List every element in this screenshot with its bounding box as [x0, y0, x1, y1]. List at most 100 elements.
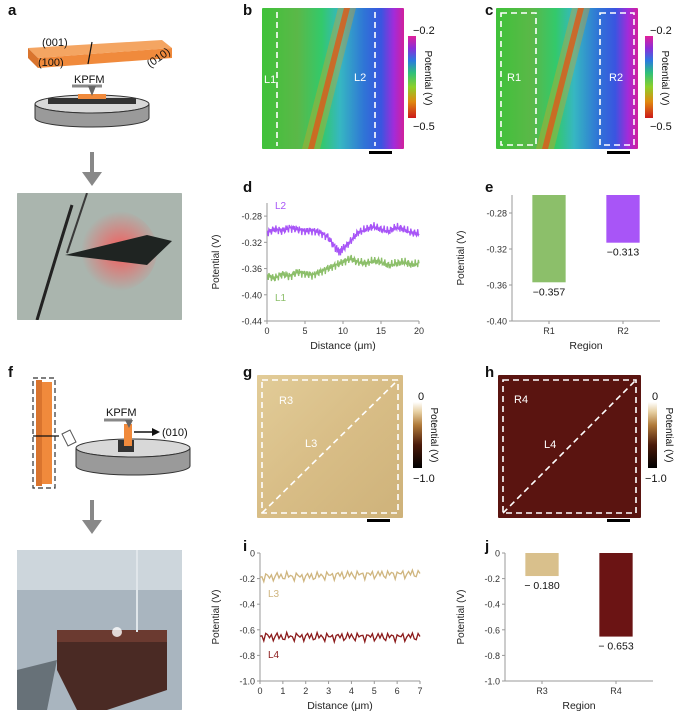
- x-tick-label: R3: [536, 686, 548, 696]
- y-tick-label: -0.44: [241, 317, 262, 327]
- bar-value-label-r1: −0.357: [533, 286, 566, 298]
- y-tick-label: -0.2: [239, 574, 255, 584]
- x-tick-label: 5: [302, 326, 307, 336]
- colorbar-h-gradient: [648, 402, 657, 468]
- y-tick-label: -0.8: [484, 651, 500, 661]
- x-tick-label: 7: [417, 686, 422, 696]
- y-tick-label: -0.32: [241, 238, 262, 248]
- schematic-a: (001) (100) (010) KPFM: [28, 37, 173, 175]
- region-r1: [500, 12, 537, 146]
- y-tick-label: -0.40: [486, 317, 507, 327]
- crystal-edge: [36, 380, 42, 486]
- panel-label-a: a: [8, 2, 17, 19]
- x-axis-label: Distance (μm): [307, 700, 373, 712]
- panel-label-g: g: [243, 364, 253, 381]
- bar-value-label-r3: − 0.180: [524, 580, 559, 592]
- y-tick-label: -1.0: [484, 677, 500, 687]
- colorbar-g-max: 0: [418, 391, 424, 403]
- schematic-f: KPFM (010): [32, 377, 191, 520]
- colorbar-c-max: −0.2: [650, 26, 672, 37]
- map-c-r1: R1: [507, 72, 521, 84]
- chart-i: 0 -0.2 -0.4 -0.6 -0.8 -1.0 Potential (V) Distan…: [211, 549, 423, 713]
- panel-label-c: c: [485, 2, 494, 19]
- map-h-r4: R4: [514, 394, 528, 406]
- y-tick-label: -0.28: [486, 209, 507, 219]
- scale-bar-g: [367, 519, 390, 522]
- series-line-l4: [259, 630, 421, 645]
- scale-bar-b: [369, 151, 392, 154]
- y-tick-label: -1.0: [239, 677, 255, 687]
- y-tick-label: -0.40: [241, 290, 262, 300]
- map-h-l4: L4: [544, 439, 556, 451]
- kpfm-label-f: KPFM: [106, 407, 137, 419]
- region-r2: [599, 12, 635, 146]
- y-axis-label: Potential (V): [211, 589, 222, 644]
- x-tick-label: 5: [372, 686, 377, 696]
- panel-label-d: d: [243, 179, 253, 196]
- colorbar-h: 0 −1.0 Potential (V): [645, 391, 674, 485]
- bar-r3: [525, 553, 559, 577]
- y-tick-label: -0.2: [484, 574, 500, 584]
- colorbar-c: −0.2 −0.5 Potential (V): [645, 26, 672, 133]
- y-tick-label: 0: [250, 549, 255, 559]
- chart-j: 0 -0.2 -0.4 -0.6 -0.8 -1.0 Potential (V) Region…: [456, 549, 653, 712]
- y-axis-label: Potential (V): [211, 234, 222, 289]
- series-label-l3: L3: [268, 589, 280, 600]
- scale-bar-h: [607, 519, 630, 522]
- colorbar-g-gradient: [413, 402, 422, 468]
- colorbar-h-min: −1.0: [645, 473, 667, 485]
- y-tick-label: -0.6: [239, 625, 255, 635]
- x-tick-label: 20: [414, 326, 424, 336]
- panel-label-h: h: [485, 364, 495, 381]
- y-tick-label: 0: [495, 549, 500, 559]
- chart-d: -0.28 -0.32 -0.36 -0.40 -0.44 Potential (V) Di…: [211, 201, 424, 352]
- kpfm-label-a: KPFM: [74, 74, 105, 86]
- arrow-f-head: [82, 520, 102, 534]
- y-axis-label: Potential (V): [456, 230, 467, 285]
- y-tick-label: -0.28: [241, 212, 262, 222]
- map-c-art: [496, 8, 638, 149]
- photo-f: [17, 550, 182, 710]
- crystal-end-face: [28, 48, 38, 68]
- region-r4: [502, 379, 637, 514]
- cut-line: [87, 41, 93, 65]
- colorbar-g-min: −1.0: [413, 473, 435, 485]
- crystal-side-face: [38, 48, 172, 68]
- panel-label-i: i: [243, 538, 248, 555]
- face-label-100: (100): [38, 57, 64, 69]
- tip-icon: [88, 86, 96, 96]
- series-line-l2: [266, 222, 420, 256]
- y-tick-label: -0.36: [486, 281, 507, 291]
- colorbar-b-min: −0.5: [413, 121, 435, 133]
- map-b: [262, 8, 404, 149]
- line-l4: [502, 379, 637, 514]
- bar-value-label-r4: − 0.653: [598, 641, 633, 653]
- stage-body-f: [75, 447, 191, 476]
- x-tick-label: 0: [264, 326, 269, 336]
- chart-e: -0.28 -0.32 -0.36 -0.40 Potential (V) Region −…: [456, 195, 660, 352]
- colorbar-h-label: Potential (V): [663, 407, 674, 462]
- x-tick-label: R4: [610, 686, 622, 696]
- colorbar-c-label: Potential (V): [659, 50, 670, 105]
- series-label-l4: L4: [268, 650, 280, 661]
- scale-bar-c: [607, 151, 630, 154]
- region-r3: [261, 379, 399, 514]
- direction-label-f: (010): [162, 427, 188, 439]
- series-line-l1: [266, 254, 420, 282]
- slice-icon: [61, 429, 77, 447]
- y-tick-label: -0.36: [241, 264, 262, 274]
- x-tick-label: 15: [376, 326, 386, 336]
- colorbar-b-gradient: [408, 36, 416, 118]
- x-tick-label: 10: [338, 326, 348, 336]
- y-tick-label: -0.6: [484, 625, 500, 635]
- tip-icon-f: [125, 420, 133, 428]
- x-axis-label: Region: [569, 340, 602, 352]
- map-g-overlay: R3 L3: [261, 379, 399, 514]
- x-tick-label: 6: [395, 686, 400, 696]
- map-h-overlay: R4 L4: [502, 379, 637, 514]
- stage-holder: [48, 98, 136, 104]
- y-tick-label: -0.4: [239, 600, 255, 610]
- panel-label-f: f: [8, 364, 13, 381]
- x-tick-label: R2: [617, 326, 629, 336]
- y-tick-label: -0.8: [239, 651, 255, 661]
